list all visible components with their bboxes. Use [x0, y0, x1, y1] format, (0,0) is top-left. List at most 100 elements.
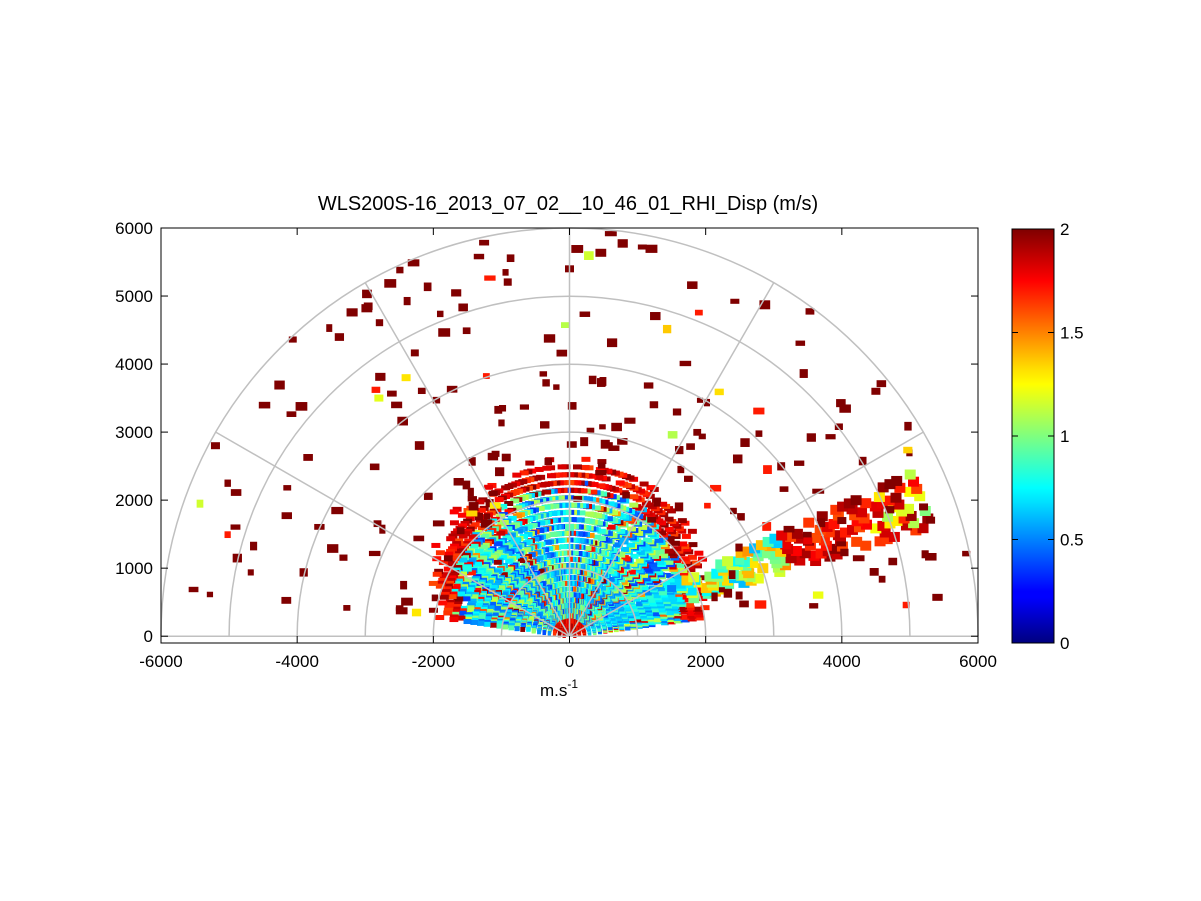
grid-spoke [364, 282, 571, 637]
scan-cell [448, 533, 458, 539]
scan-cell [446, 578, 456, 584]
scan-cell [435, 583, 445, 589]
scan-cell [686, 610, 696, 616]
scan-cell [877, 482, 889, 493]
scan-cell [470, 619, 479, 625]
scan-cell [698, 433, 706, 440]
scan-cell [458, 533, 468, 539]
scan-cell [326, 324, 333, 332]
y-tick-label: 5000 [115, 287, 153, 306]
scan-cell [785, 553, 797, 564]
scan-cell [479, 239, 490, 246]
scan-cell [438, 560, 448, 566]
scan-cell [911, 483, 923, 494]
scan-cell [667, 585, 677, 593]
scan-cell [456, 527, 465, 535]
scan-cell [494, 569, 502, 575]
scan-cell [644, 590, 652, 596]
scan-cell [594, 555, 601, 561]
scan-cell [700, 605, 710, 611]
scan-cell [852, 555, 865, 562]
scan-cell [839, 404, 851, 413]
scan-cell [452, 604, 461, 610]
scan-cell [580, 437, 589, 447]
scan-cell [799, 548, 811, 559]
scan-cell [557, 632, 561, 638]
scan-cell [467, 496, 477, 502]
scan-cell [636, 601, 643, 607]
scan-cell [462, 564, 472, 572]
scan-cell [914, 491, 926, 502]
scan-cell [445, 580, 455, 586]
scan-cell [566, 441, 577, 448]
scan-cell [443, 583, 453, 589]
scan-cell [647, 516, 657, 523]
scan-cell [484, 275, 496, 281]
y-tick-label: 4000 [115, 355, 153, 374]
scan-cell [677, 465, 685, 474]
scan-cell [803, 537, 813, 545]
scan-cell [488, 490, 498, 497]
scan-cell [595, 248, 607, 257]
scan-cell [431, 594, 439, 602]
scan-cell [735, 543, 743, 552]
scan-cell [466, 510, 478, 517]
scan-cell [454, 538, 464, 544]
scan-cell [737, 513, 745, 521]
scan-cell [474, 603, 483, 609]
scan-cell [629, 561, 638, 567]
scan-cell [779, 486, 789, 492]
scan-cell [834, 423, 843, 431]
scan-cell [561, 322, 570, 329]
scan-cell [451, 583, 461, 589]
scan-cell [490, 584, 498, 590]
scan-cell [667, 536, 675, 542]
scan-cell [667, 577, 677, 583]
x-tick-label: 4000 [823, 652, 861, 671]
scan-cell [507, 515, 517, 521]
scan-cell [653, 497, 661, 507]
scan-cell [473, 253, 485, 260]
scan-cell [661, 580, 670, 586]
scan-cell [522, 540, 531, 546]
scan-cell [659, 553, 669, 559]
scan-cell [456, 591, 466, 597]
scan-cell [482, 373, 490, 379]
scan-cell [531, 628, 536, 634]
scan-cell [448, 546, 458, 552]
scan-cell [454, 562, 464, 568]
scan-cell [700, 583, 712, 594]
scan-cell [736, 570, 748, 581]
scan-cell [635, 558, 644, 564]
scan-cell [497, 521, 507, 527]
scan-cell [722, 556, 734, 567]
scan-cell [809, 603, 819, 609]
scan-cell [414, 441, 425, 450]
scan-cell [396, 266, 404, 274]
scan-cell [462, 596, 471, 602]
scan-cell [543, 553, 551, 559]
scan-cell [599, 424, 606, 430]
scan-cell [586, 532, 595, 538]
scan-cell [258, 401, 271, 409]
scan-cell [630, 553, 639, 559]
scan-cell [681, 558, 691, 564]
scan-cell [557, 464, 567, 470]
scan-cell [687, 528, 697, 534]
scan-cell [535, 505, 545, 511]
scan-cell [371, 386, 381, 393]
scan-cell [542, 379, 550, 387]
scan-cell [628, 569, 636, 575]
scan-cell [274, 380, 285, 390]
scan-cell [537, 629, 541, 635]
scan-cell [558, 598, 563, 604]
scan-cell [449, 617, 459, 623]
scan-cell [891, 475, 903, 486]
scan-cell [686, 443, 695, 450]
scan-cell [840, 548, 849, 557]
scan-cell [795, 340, 806, 346]
scan-cell [898, 513, 910, 524]
scan-cell [679, 609, 689, 615]
scan-cell [878, 575, 886, 583]
scan-cell [544, 539, 552, 545]
